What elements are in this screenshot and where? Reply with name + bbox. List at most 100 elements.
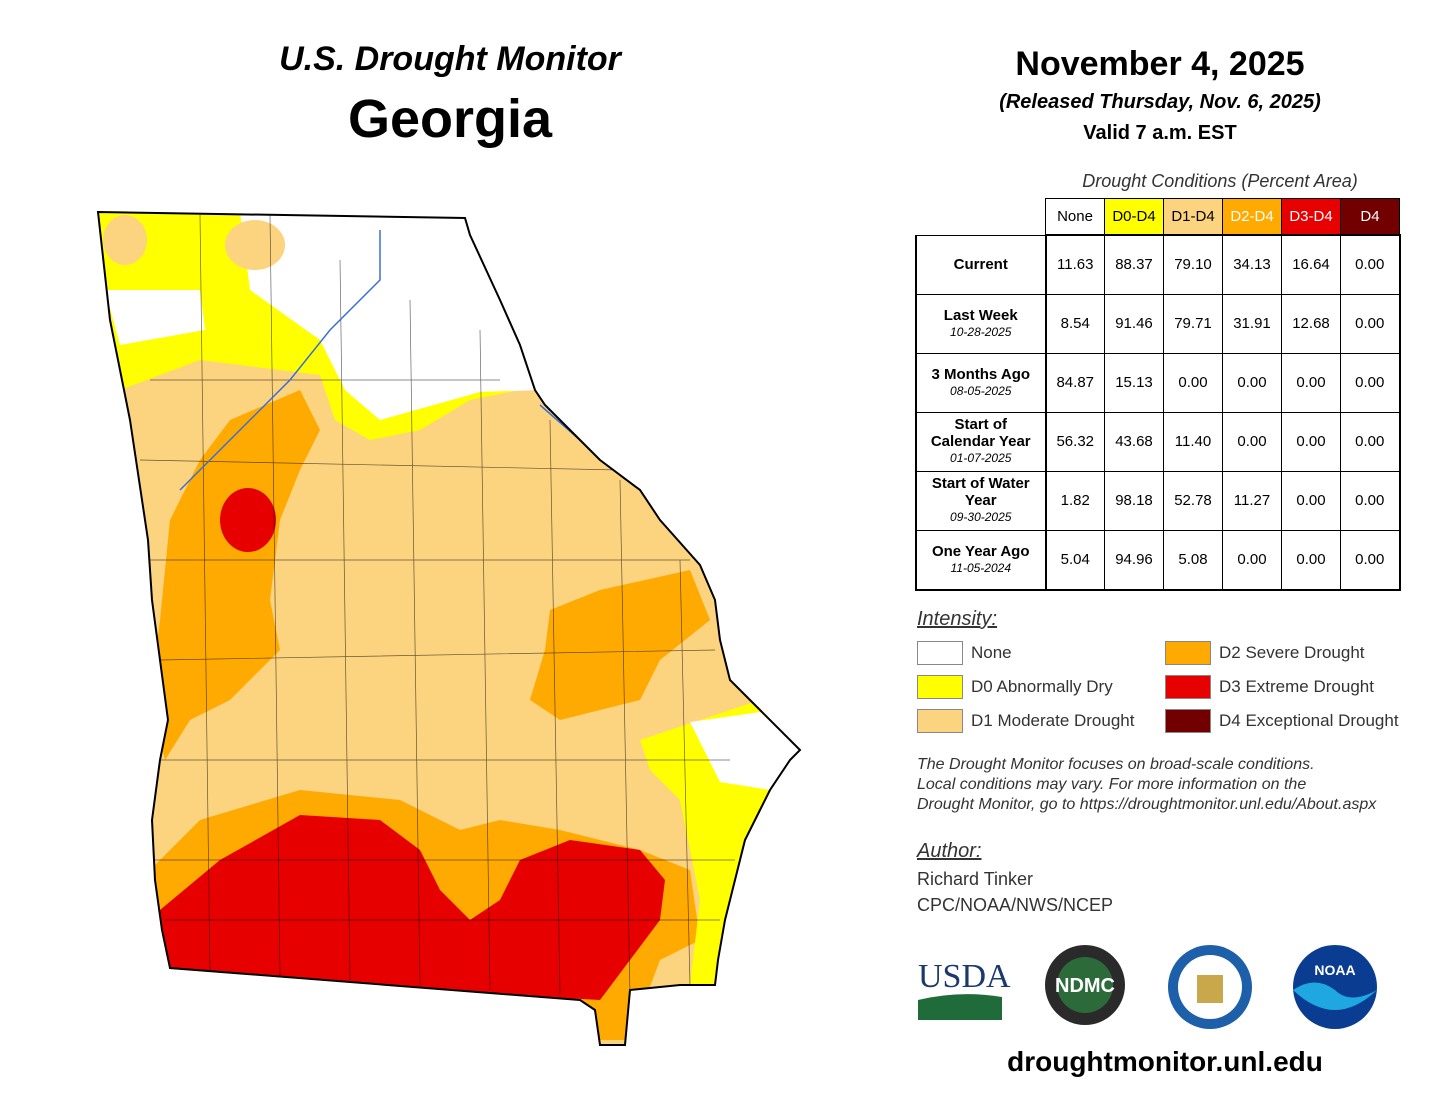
cell: 31.91: [1222, 293, 1282, 354]
cell: 0.00: [1340, 470, 1401, 531]
cell: 79.71: [1163, 293, 1223, 354]
row-label: Start of Calendar Year 01-07-2025: [915, 411, 1047, 472]
cell: 43.68: [1104, 411, 1164, 472]
note-line: Local conditions may vary. For more info…: [917, 776, 1307, 793]
cell: 0.00: [1222, 352, 1282, 413]
cell: 0.00: [1281, 411, 1341, 472]
legend-label: None: [971, 643, 1012, 662]
row-date: 09-30-2025: [950, 510, 1012, 524]
row-label: Current: [915, 234, 1047, 295]
row-label: Start of Water Year 09-30-2025: [915, 470, 1047, 531]
cell: 5.08: [1163, 529, 1223, 591]
cell: 12.68: [1281, 293, 1341, 354]
valid-time: Valid 7 a.m. EST: [1083, 122, 1237, 144]
row-date: 01-07-2025: [950, 451, 1012, 465]
column-header: D1-D4: [1163, 198, 1223, 236]
cell: 0.00: [1281, 352, 1341, 413]
cell: 11.40: [1163, 411, 1223, 472]
data-row: One Year Ago 11-05-2024 5.04 94.96 5.08 0.00 0…: [915, 529, 1401, 591]
cell: 88.37: [1104, 234, 1164, 295]
row-date: 10-28-2025: [950, 324, 1012, 339]
data-row: Last Week 10-28-2025 8.54 91.46 79.71 31.91 12…: [915, 293, 1401, 354]
row-date: 08-05-2025: [950, 383, 1012, 398]
legend-label: D3 Extreme Drought: [1219, 677, 1374, 696]
cell: 56.32: [1045, 411, 1105, 472]
row-label: 3 Months Ago 08-05-2025: [915, 352, 1047, 413]
legend-swatch: [917, 641, 963, 665]
row-name: One Year Ago: [931, 542, 1030, 560]
column-header: D2-D4: [1222, 198, 1282, 236]
row-name: Current: [953, 256, 1008, 273]
ndmc-logo: NDMC: [1055, 975, 1115, 997]
author-title: Author:: [917, 840, 982, 862]
cell: 91.46: [1104, 293, 1164, 354]
state-map: [96, 210, 802, 1046]
cell: 34.13: [1222, 234, 1282, 295]
cell: 0.00: [1340, 529, 1401, 591]
row-date: 11-05-2024: [950, 560, 1012, 575]
cell: 11.27: [1222, 470, 1282, 531]
row-name: 3 Months Ago: [931, 365, 1031, 383]
legend-item: D3 Extreme Drought: [1165, 675, 1374, 699]
data-row: Current 11.63 88.37 79.10 34.13 16.64 0.00: [915, 234, 1401, 295]
cell: 84.87: [1045, 352, 1105, 413]
cell: 0.00: [1163, 352, 1223, 413]
cell: 16.64: [1281, 234, 1341, 295]
note-line: The Drought Monitor focuses on broad-sca…: [917, 756, 1315, 773]
column-header: D4: [1340, 198, 1400, 236]
legend-label: D4 Exceptional Drought: [1219, 711, 1399, 730]
cell: 0.00: [1340, 293, 1401, 354]
cell: 0.00: [1340, 411, 1401, 472]
cell: 0.00: [1340, 352, 1401, 413]
logos: USDA NDMC NOAA: [918, 945, 1377, 1029]
row-label: One Year Ago 11-05-2024: [915, 529, 1047, 591]
legend-item: D4 Exceptional Drought: [1165, 709, 1399, 733]
cell: 0.00: [1281, 529, 1341, 591]
data-row: Start of Calendar Year 01-07-2025 56.32 43.…: [915, 411, 1401, 472]
cell: 98.18: [1104, 470, 1164, 531]
cell: 52.78: [1163, 470, 1223, 531]
cell: 15.13: [1104, 352, 1164, 413]
legend-swatch: [1165, 641, 1211, 665]
legend-item: D0 Abnormally Dry: [917, 675, 1113, 699]
footer-url: droughtmonitor.unl.edu: [1007, 1046, 1323, 1077]
table-caption: Drought Conditions (Percent Area): [1082, 171, 1358, 191]
row-label: Last Week 10-28-2025: [915, 293, 1047, 354]
legend-title: Intensity:: [917, 608, 998, 630]
legend-item: D2 Severe Drought: [1165, 641, 1365, 665]
corner: [916, 199, 1046, 236]
cell: 79.10: [1163, 234, 1223, 295]
note-line: Drought Monitor, go to https://droughtmo…: [917, 796, 1377, 813]
data-row: Start of Water Year 09-30-2025 1.82 98.18 52…: [915, 470, 1401, 531]
cell: 0.00: [1222, 411, 1282, 472]
column-header: D0-D4: [1104, 198, 1164, 236]
table: None D0-D4 D1-D4 D2-D4 D3-D4 D4 Current 11.63 88…: [915, 198, 1401, 591]
legend-swatch: [1165, 709, 1211, 733]
legend-label: D1 Moderate Drought: [971, 711, 1135, 730]
conditions-table: None D0-D4 D1-D4 D2-D4 D3-D4 D4 Current 11.63 88…: [915, 198, 1401, 591]
header-row: None D0-D4 D1-D4 D2-D4 D3-D4 D4: [916, 198, 1400, 236]
data-row: 3 Months Ago 08-05-2025 84.87 15.13 0.00 0.00…: [915, 352, 1401, 413]
release-date: (Released Thursday, Nov. 6, 2025): [999, 91, 1321, 113]
cell: 8.54: [1045, 293, 1105, 354]
column-header: D3-D4: [1281, 198, 1341, 236]
legend-swatch: [917, 675, 963, 699]
cell: 0.00: [1281, 470, 1341, 531]
map-date: November 4, 2025: [1015, 45, 1305, 83]
noaa-logo: NOAA: [1314, 962, 1355, 978]
cell: 5.04: [1045, 529, 1105, 591]
legend-item: None: [917, 641, 1012, 665]
column-header: None: [1045, 198, 1105, 236]
title: U.S. Drought Monitor: [279, 40, 621, 78]
legend-item: D1 Moderate Drought: [917, 709, 1134, 733]
legend-swatch: [1165, 675, 1211, 699]
legend-label: D0 Abnormally Dry: [971, 677, 1113, 696]
cell: 11.63: [1045, 234, 1105, 295]
row-name: Start of Water Year: [931, 475, 1030, 509]
state-name: Georgia: [347, 89, 553, 149]
cell: 0.00: [1340, 234, 1401, 295]
row-name: Last Week: [943, 306, 1018, 324]
legend-label: D2 Severe Drought: [1219, 643, 1365, 662]
cell: 94.96: [1104, 529, 1164, 591]
